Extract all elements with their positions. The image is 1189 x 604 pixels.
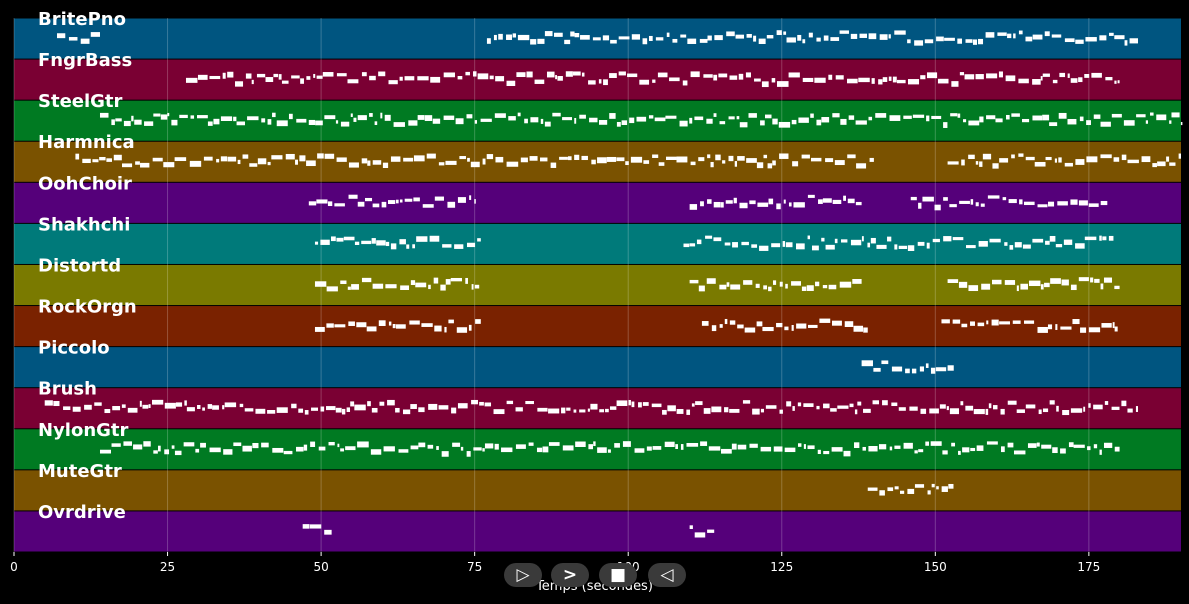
track-label-britepno: BritePno: [38, 9, 126, 30]
track-labels: BritePno FngrBass SteelGtr Harmnica OohChoir…: [38, 9, 137, 523]
stop-button[interactable]: ■: [599, 563, 637, 587]
notes-harmnica: [75, 153, 1181, 169]
track-label-mutegtr: MuteGtr: [38, 461, 122, 482]
x-tick-label: 50: [313, 560, 328, 574]
notes-britepno: [56, 30, 1139, 46]
play-button[interactable]: >: [551, 563, 589, 587]
track-lane-ovrdrive: [14, 511, 1181, 552]
notes-ovrdrive: [302, 524, 715, 538]
forward-button[interactable]: ◁: [648, 563, 686, 587]
x-tick-label: 125: [770, 560, 793, 574]
track-label-steelgtr: SteelGtr: [38, 91, 123, 112]
track-lane-rockorgn: [14, 306, 1181, 347]
x-tick-label: 75: [467, 560, 482, 574]
x-tick-label: 175: [1077, 560, 1100, 574]
note-marks: [44, 30, 1183, 538]
notes-mutegtr: [867, 483, 954, 496]
track-lane-fngrbass: [14, 59, 1181, 100]
track-lane-distortd: [14, 264, 1181, 306]
stop-icon: ■: [609, 565, 627, 585]
notes-rockorgn: [314, 318, 1118, 333]
track-label-distortd: Distortd: [38, 255, 121, 276]
play-icon: >: [562, 565, 578, 585]
track-label-oohchoir: OohChoir: [38, 173, 132, 194]
x-tick-label: 150: [924, 560, 947, 574]
x-tick-label: 0: [10, 560, 18, 574]
notes-piccolo: [861, 360, 954, 374]
track-lane-mutegtr: [14, 470, 1181, 511]
track-label-rockorgn: RockOrgn: [38, 297, 137, 318]
track-label-ovrdrive: Ovrdrive: [38, 502, 126, 523]
notes-brush: [44, 399, 1139, 416]
track-lanes: [14, 18, 1181, 552]
notes-fngrbass: [185, 71, 1120, 88]
x-axis-label: Temps (secondes): [536, 579, 653, 594]
track-label-shakhchi: Shakhchi: [38, 214, 130, 235]
track-lane-piccolo: [14, 347, 1181, 388]
track-label-fngrbass: FngrBass: [38, 50, 132, 71]
track-label-piccolo: Piccolo: [38, 338, 110, 359]
notes-distortd: [314, 277, 1120, 292]
track-label-harmnica: Harmnica: [38, 132, 135, 153]
notes-steelgtr: [99, 112, 1183, 128]
skip-back-icon: ◁: [660, 565, 674, 585]
notes-nylongtr: [99, 441, 1120, 457]
track-label-nylongtr: NylonGtr: [38, 420, 129, 441]
notes-shakhchi: [314, 235, 1114, 251]
notes-oohchoir: [308, 194, 1108, 211]
track-lane-oohchoir: [14, 182, 1181, 223]
rewind-button[interactable]: ▷: [504, 563, 542, 587]
skip-start-icon: ▷: [516, 565, 530, 585]
track-label-brush: Brush: [38, 379, 97, 400]
x-tick-label: 25: [160, 560, 175, 574]
